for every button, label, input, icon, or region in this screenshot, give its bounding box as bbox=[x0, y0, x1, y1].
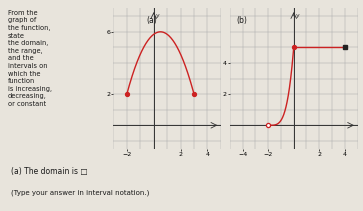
Text: (Type your answer in interval notation.): (Type your answer in interval notation.) bbox=[11, 189, 149, 196]
Text: From the
graph of
the function,
state
the domain,
the range,
and the
intervals o: From the graph of the function, state th… bbox=[8, 10, 52, 107]
Text: y: y bbox=[296, 13, 300, 18]
Text: (a): (a) bbox=[146, 16, 157, 25]
Text: (a) The domain is □: (a) The domain is □ bbox=[11, 167, 87, 176]
Text: y: y bbox=[156, 13, 159, 18]
Text: (b): (b) bbox=[236, 16, 247, 25]
